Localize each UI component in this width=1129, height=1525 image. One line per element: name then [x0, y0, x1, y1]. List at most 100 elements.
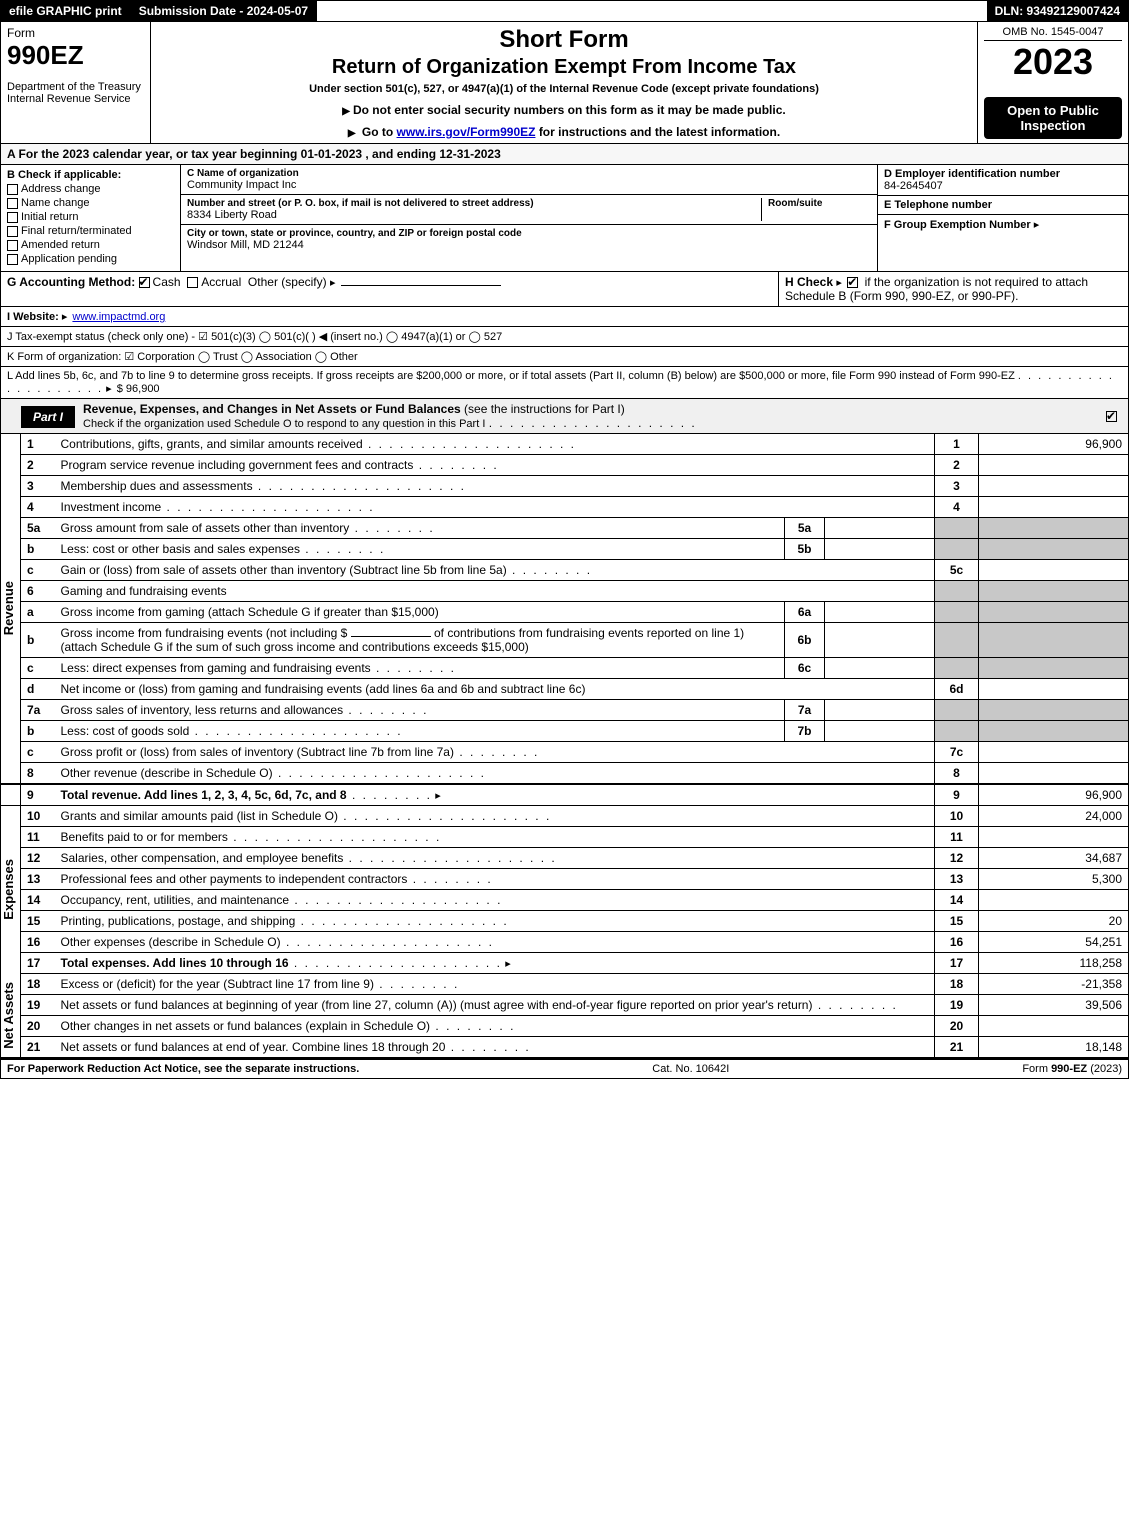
- city-label: City or town, state or province, country…: [187, 228, 871, 239]
- ein: 84-2645407: [884, 180, 1122, 192]
- val-18: -21,358: [979, 974, 1129, 995]
- main-title: Return of Organization Exempt From Incom…: [157, 56, 971, 79]
- val-10: 24,000: [979, 806, 1129, 827]
- table-row: 8 Other revenue (describe in Schedule O)…: [1, 763, 1129, 785]
- chk-address-change[interactable]: Address change: [7, 183, 174, 195]
- col-b-head: B Check if applicable:: [7, 169, 174, 181]
- header-right: OMB No. 1545-0047 2023 Open to Public In…: [978, 22, 1128, 143]
- chk-final-return[interactable]: Final return/terminated: [7, 225, 174, 237]
- dept-label: Department of the Treasury Internal Reve…: [7, 81, 144, 105]
- table-row: 15 Printing, publications, postage, and …: [1, 911, 1129, 932]
- val-16: 54,251: [979, 932, 1129, 953]
- val-13: 5,300: [979, 869, 1129, 890]
- efile-label[interactable]: efile GRAPHIC print: [1, 1, 131, 21]
- row-l-gross-receipts: L Add lines 5b, 6c, and 7b to line 9 to …: [0, 367, 1129, 399]
- contrib-input[interactable]: [351, 636, 431, 637]
- part1-title: Revenue, Expenses, and Changes in Net As…: [75, 399, 1106, 433]
- side-revenue: Revenue: [1, 581, 16, 635]
- table-row: 11 Benefits paid to or for members 11: [1, 827, 1129, 848]
- dln: DLN: 93492129007424: [987, 1, 1128, 21]
- table-row: 5a Gross amount from sale of assets othe…: [1, 518, 1129, 539]
- val-7c: [979, 742, 1129, 763]
- table-row: Revenue 1 Contributions, gifts, grants, …: [1, 434, 1129, 455]
- room-label: Room/suite: [768, 198, 871, 209]
- table-row: c Gross profit or (loss) from sales of i…: [1, 742, 1129, 763]
- table-row: 13 Professional fees and other payments …: [1, 869, 1129, 890]
- val-4: [979, 497, 1129, 518]
- val-2: [979, 455, 1129, 476]
- arrow-icon: [62, 311, 70, 323]
- table-row: 21 Net assets or fund balances at end of…: [1, 1037, 1129, 1058]
- val-19: 39,506: [979, 995, 1129, 1016]
- footer-catno: Cat. No. 10642I: [359, 1063, 1022, 1075]
- table-row: Expenses 10 Grants and similar amounts p…: [1, 806, 1129, 827]
- arrow-icon: [330, 275, 338, 289]
- val-15: 20: [979, 911, 1129, 932]
- row-a-tax-year: A For the 2023 calendar year, or tax yea…: [0, 144, 1129, 165]
- instr-link: Go to www.irs.gov/Form990EZ for instruct…: [157, 125, 971, 139]
- part1-header: Part I Revenue, Expenses, and Changes in…: [0, 399, 1129, 434]
- addr-label: Number and street (or P. O. box, if mail…: [187, 198, 761, 209]
- val-5a: [825, 518, 935, 539]
- other-specify-input[interactable]: [341, 285, 501, 286]
- val-5c: [979, 560, 1129, 581]
- val-12: 34,687: [979, 848, 1129, 869]
- val-5b: [825, 539, 935, 560]
- val-3: [979, 476, 1129, 497]
- chk-name-change[interactable]: Name change: [7, 197, 174, 209]
- chk-initial-return[interactable]: Initial return: [7, 211, 174, 223]
- val-6c: [825, 658, 935, 679]
- val-17: 118,258: [979, 953, 1129, 974]
- val-20: [979, 1016, 1129, 1037]
- side-expenses: Expenses: [1, 859, 16, 920]
- header-center: Short Form Return of Organization Exempt…: [151, 22, 978, 143]
- chk-schedule-b[interactable]: [847, 277, 858, 288]
- org-name: Community Impact Inc: [187, 179, 871, 191]
- top-bar: efile GRAPHIC print Submission Date - 20…: [0, 0, 1129, 22]
- chk-accrual[interactable]: [187, 277, 198, 288]
- chk-cash[interactable]: [139, 277, 150, 288]
- form-word: Form: [7, 26, 144, 40]
- row-h: H Check if the organization is not requi…: [778, 272, 1128, 306]
- part1-schedule-o-check[interactable]: [1106, 409, 1128, 423]
- table-row: a Gross income from gaming (attach Sched…: [1, 602, 1129, 623]
- table-row: 4 Investment income 4: [1, 497, 1129, 518]
- part1-table: Revenue 1 Contributions, gifts, grants, …: [0, 434, 1129, 1058]
- table-row: 7a Gross sales of inventory, less return…: [1, 700, 1129, 721]
- table-row: 17 Total expenses. Add lines 10 through …: [1, 953, 1129, 974]
- row-j-tax-status: J Tax-exempt status (check only one) - ☑…: [0, 327, 1129, 347]
- irs-link[interactable]: www.irs.gov/Form990EZ: [397, 125, 536, 139]
- submission-date: Submission Date - 2024-05-07: [131, 1, 317, 21]
- val-6a: [825, 602, 935, 623]
- table-row: 3 Membership dues and assessments 3: [1, 476, 1129, 497]
- addr: 8334 Liberty Road: [187, 209, 761, 221]
- table-row: d Net income or (loss) from gaming and f…: [1, 679, 1129, 700]
- val-11: [979, 827, 1129, 848]
- table-row: 20 Other changes in net assets or fund b…: [1, 1016, 1129, 1037]
- arrow-icon: [1034, 219, 1042, 231]
- chk-application-pending[interactable]: Application pending: [7, 253, 174, 265]
- short-form-title: Short Form: [157, 26, 971, 54]
- side-netassets: Net Assets: [1, 982, 16, 1049]
- val-7a: [825, 700, 935, 721]
- chk-amended-return[interactable]: Amended return: [7, 239, 174, 251]
- gross-receipts-amount: $ 96,900: [117, 383, 160, 395]
- val-6b: [825, 623, 935, 658]
- footer-left: For Paperwork Reduction Act Notice, see …: [7, 1063, 359, 1075]
- tax-year: 2023: [984, 41, 1122, 97]
- val-14: [979, 890, 1129, 911]
- table-row: b Less: cost or other basis and sales ex…: [1, 539, 1129, 560]
- val-1: 96,900: [979, 434, 1129, 455]
- col-b-checkboxes: B Check if applicable: Address change Na…: [1, 165, 181, 271]
- row-i-website: I Website: www.impactmd.org: [0, 307, 1129, 327]
- website-link[interactable]: www.impactmd.org: [72, 311, 165, 323]
- form-name: 990EZ: [7, 40, 144, 71]
- grp-label: F Group Exemption Number: [884, 219, 1031, 231]
- header-left: Form 990EZ Department of the Treasury In…: [1, 22, 151, 143]
- omb-number: OMB No. 1545-0047: [984, 26, 1122, 41]
- val-6d: [979, 679, 1129, 700]
- table-row: 9 Total revenue. Add lines 1, 2, 3, 4, 5…: [1, 784, 1129, 806]
- row-g: G Accounting Method: Cash Accrual Other …: [1, 272, 778, 306]
- row-k-form-org: K Form of organization: ☑ Corporation ◯ …: [0, 347, 1129, 367]
- table-row: 2 Program service revenue including gove…: [1, 455, 1129, 476]
